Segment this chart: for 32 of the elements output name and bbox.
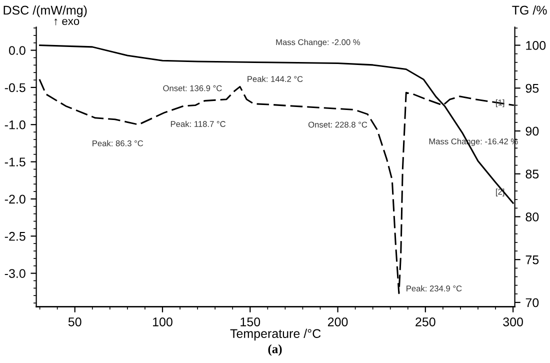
y-tick-label: -2.0 (4, 194, 26, 204)
y2-tick-label: 80 (526, 212, 539, 222)
x-tick-label: 200 (328, 317, 348, 326)
text: ↑ exo (54, 18, 80, 26)
annotation: Peak: 118.7 °C (170, 120, 226, 127)
annotation: Onset: 136.9 °C (163, 85, 222, 92)
annotation: Peak: 144.2 °C (248, 76, 303, 82)
x-tick-label: 250 (416, 317, 436, 326)
y2-tick-label: 95 (526, 84, 539, 93)
y-tick-label: -3.0 (4, 269, 26, 278)
x-tick-label: 150 (240, 317, 260, 326)
y2-axis-title: TG /% (512, 5, 547, 15)
annotation: Onset: 228.8 °C (308, 122, 368, 128)
x-axis-title: Temperature /°C (230, 328, 321, 340)
annotation: Peak: 86.3 °C (92, 140, 144, 146)
y-tick-label: -0.5 (4, 83, 26, 92)
text: (a) (268, 344, 282, 356)
annotation: Peak: 234.9 °C (406, 285, 462, 292)
y2-tick-label: 70 (526, 298, 539, 308)
y2-tick-label: 75 (526, 256, 539, 264)
y2-tick-label: 85 (526, 170, 539, 178)
x-tick-label: 50 (68, 317, 82, 326)
y-tick-label: -2.5 (4, 232, 26, 241)
annotation: Mass Change: -2.00 % (276, 39, 360, 47)
x-tick-label: 300 (503, 317, 523, 326)
y-tick-label: -1.5 (4, 158, 26, 166)
y-axis-title: DSC /(mW/mg) (4, 5, 87, 18)
y-tick-label: -1.0 (4, 120, 26, 130)
x-tick-label: 100 (153, 317, 172, 326)
y-tick-label: 0.0 (8, 46, 26, 55)
y2-tick-label: 100 (526, 41, 546, 50)
y2-tick-label: 90 (526, 126, 539, 136)
